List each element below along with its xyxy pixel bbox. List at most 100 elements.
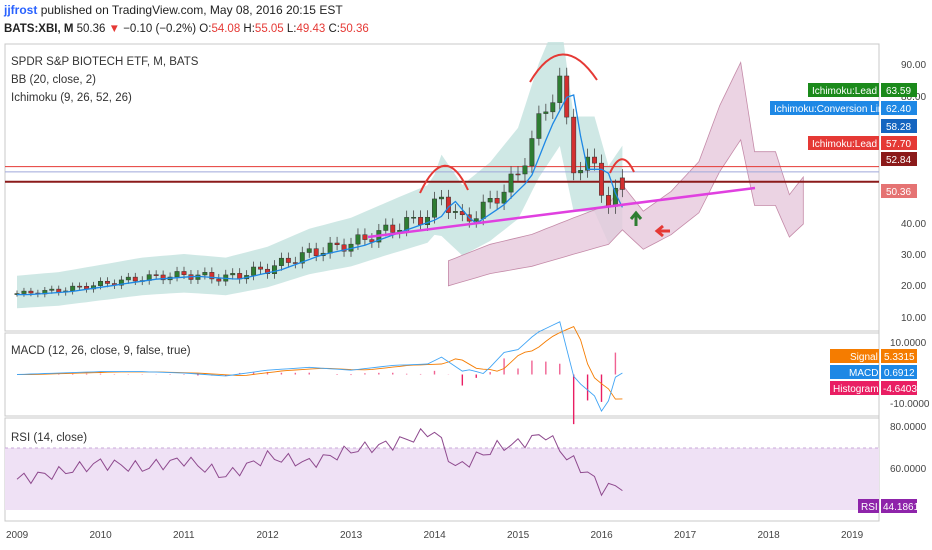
rsi-axis[interactable]: 80.0000 60.0000 [890, 422, 927, 475]
signal-tag[interactable]: Signal 5.3315 [830, 349, 917, 363]
candle-body [501, 191, 507, 204]
high-value: 55.05 [254, 23, 284, 35]
candle-body [557, 75, 563, 103]
chart-canvas[interactable]: SPDR S&P BIOTECH ETF, M, BATS BB (20, cl… [0, 42, 932, 550]
candle-body [404, 217, 410, 231]
candle-body [230, 273, 236, 276]
year-label: 2011 [173, 530, 195, 541]
macd-pane-title[interactable]: MACD (12, 26, close, 9, false, true) [11, 345, 191, 357]
price-axis[interactable]: 90.00 80.00 40.00 30.00 20.00 10.00 [901, 60, 926, 324]
candle-body [425, 216, 430, 226]
candle-body [515, 173, 521, 176]
candle-body [543, 111, 549, 114]
candle-body [77, 285, 83, 288]
bb-indicator-label[interactable]: BB (20, close, 2) [11, 74, 96, 86]
bb-upper-tag-value: 58.28 [886, 122, 911, 133]
lead1-tag-value: 63.59 [886, 86, 911, 97]
price-tick: 40.00 [901, 219, 926, 230]
last-price-tag-value: 50.36 [886, 187, 911, 198]
lead1-tag-label: Ichimoku:Lead 1 [812, 86, 886, 97]
macd-tick: -10.0000 [890, 399, 930, 410]
candle-body [383, 224, 389, 231]
candle-body [355, 234, 361, 245]
candle-body [285, 257, 291, 263]
candle-body [571, 116, 577, 174]
neckline-trendline[interactable] [367, 186, 756, 239]
candle-body [132, 276, 138, 282]
candle-body [251, 266, 257, 276]
candle-body [473, 218, 479, 222]
low-label: L: [286, 23, 297, 35]
last-price: 50.36 [76, 23, 106, 35]
red-left-arrow-icon [654, 224, 670, 238]
macd-line [16, 321, 623, 413]
lead2-tag-label: Ichimoku:Lead 2 [812, 139, 886, 150]
low-value: 49.43 [296, 23, 326, 35]
last-price-tag[interactable]: 50.36 [881, 184, 917, 198]
histogram-tag[interactable]: Histogram -4.6403 [830, 381, 917, 395]
candle-body [508, 173, 514, 193]
candle-body [432, 198, 437, 218]
candle-body [327, 242, 333, 254]
macd-axis[interactable]: 10.0000 -10.0000 [890, 338, 930, 410]
lead2-tag[interactable]: Ichimoku:Lead 2 57.70 [808, 136, 917, 150]
candle-body [174, 271, 180, 278]
base-line-tag-value: 52.84 [886, 155, 911, 166]
year-label: 2018 [758, 530, 781, 541]
lead1-tag[interactable]: Ichimoku:Lead 1 63.59 [808, 83, 917, 97]
rsi-tag[interactable]: RSI 44.1861 [858, 499, 920, 513]
close-label: C: [328, 23, 340, 35]
candle-body [452, 211, 458, 213]
year-label: 2009 [6, 530, 29, 541]
candle-body [439, 196, 444, 200]
conversion-line-tag[interactable]: Ichimoku:Conversion Line 62.40 [770, 101, 917, 115]
chart-header: jjfrost published on TradingView.com, Ma… [0, 0, 932, 42]
ichimoku-indicator-label[interactable]: Ichimoku (9, 26, 52, 26) [11, 92, 132, 104]
lead2-tag-value: 57.70 [886, 139, 911, 150]
rsi-pane-title[interactable]: RSI (14, close) [11, 432, 87, 444]
author-link[interactable]: jjfrost [4, 3, 38, 17]
year-label: 2013 [340, 530, 363, 541]
ichimoku-cloud [448, 61, 804, 287]
signal-tag-value: 5.3315 [884, 352, 915, 363]
publish-info: published on TradingView.com, May 08, 20… [40, 3, 343, 17]
ohlc-line: BATS:XBI, M 50.36 ▼ −0.10 (−0.2%) O:54.0… [4, 23, 369, 35]
rsi-tick: 80.0000 [890, 422, 927, 433]
candle-body [550, 102, 556, 113]
candle-body [418, 216, 424, 226]
macd-tag-label: MACD [849, 368, 878, 379]
bb-upper-tag[interactable]: 58.28 [881, 119, 917, 133]
candle-body [292, 262, 298, 264]
head-arc [529, 53, 598, 83]
signal-tag-label: Signal [850, 352, 878, 363]
candle-body [619, 177, 625, 190]
candle-body [390, 224, 396, 233]
price-tick: 20.00 [901, 281, 926, 292]
year-label: 2010 [90, 530, 113, 541]
macd-pane[interactable] [4, 332, 880, 417]
publish-line: jjfrost published on TradingView.com, Ma… [4, 3, 343, 17]
macd-tag-value: 0.6912 [884, 368, 915, 379]
candle-body [278, 257, 284, 266]
conversion-tag-label: Ichimoku:Conversion Line [774, 104, 889, 115]
base-line-tag[interactable]: 52.84 [881, 152, 917, 166]
candle-body [299, 252, 305, 264]
conversion-line [17, 94, 623, 296]
price-tick: 30.00 [901, 250, 926, 261]
macd-tag[interactable]: MACD 0.6912 [830, 365, 917, 379]
time-axis[interactable]: 2009 2010 2011 2012 2013 2014 2015 2016 2017 2018… [6, 530, 864, 541]
candle-body [195, 274, 201, 280]
year-label: 2017 [674, 530, 697, 541]
conversion-tag-value: 62.40 [886, 104, 911, 115]
candle-body [91, 285, 96, 290]
rsi-band [5, 448, 879, 510]
candle-body [494, 198, 500, 204]
price-change: −0.10 (−0.2%) [123, 23, 197, 35]
candle-body [411, 216, 417, 219]
rsi-line [16, 427, 623, 497]
year-label: 2019 [841, 530, 864, 541]
candle-body [522, 165, 528, 175]
candle-body [578, 170, 584, 174]
candle-body [362, 234, 368, 240]
candle-body [487, 198, 493, 203]
